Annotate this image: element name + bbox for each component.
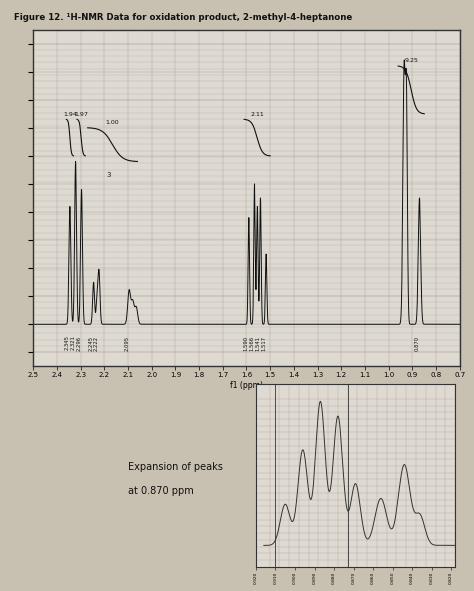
Text: 2.321: 2.321 [71,336,75,350]
Text: 2.245: 2.245 [89,336,93,350]
Text: 1.94: 1.94 [63,112,77,116]
Text: 2.11: 2.11 [250,112,264,116]
Text: 3: 3 [107,173,111,178]
Text: 1.590: 1.590 [244,336,249,350]
Text: 9.25: 9.25 [404,59,418,63]
Text: 2.222: 2.222 [94,336,99,350]
Text: 0.870: 0.870 [414,336,419,350]
Text: 1.566: 1.566 [249,336,255,350]
Text: at 0.870 ppm: at 0.870 ppm [128,486,194,495]
Text: 1.97: 1.97 [74,112,88,116]
Text: Expansion of peaks: Expansion of peaks [128,462,223,472]
Text: 2.296: 2.296 [76,336,82,350]
Text: 2.095: 2.095 [124,336,129,350]
X-axis label: f1 (ppm): f1 (ppm) [230,381,263,389]
Text: Figure 12. ¹H-NMR Data for oxidation product, 2-methyl-4-heptanone: Figure 12. ¹H-NMR Data for oxidation pro… [14,13,353,22]
Text: 2.345: 2.345 [65,336,70,350]
Text: 1.517: 1.517 [261,336,266,350]
Text: 1.541: 1.541 [255,336,260,350]
Text: 1.00: 1.00 [106,120,119,125]
